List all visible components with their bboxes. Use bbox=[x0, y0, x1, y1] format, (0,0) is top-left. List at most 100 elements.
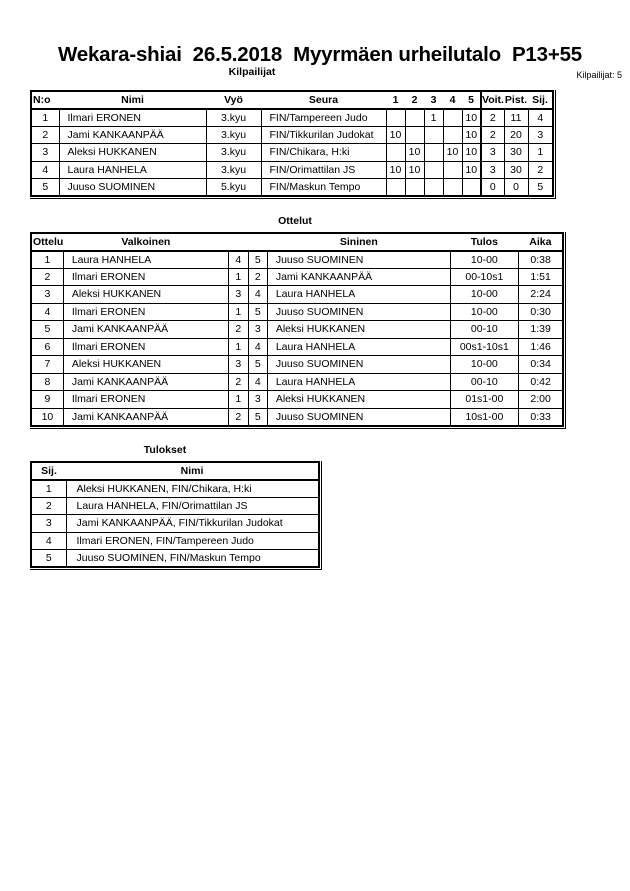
cell-points: 30 bbox=[503, 160, 529, 179]
table-row: 6 Ilmari ERONEN 1 4 Laura HANHELA 00s1-1… bbox=[30, 337, 564, 356]
cell-score-1 bbox=[385, 178, 406, 197]
cell-time: 0:34 bbox=[517, 355, 564, 374]
cell-rank: 1 bbox=[30, 479, 67, 498]
cell-rank: 2 bbox=[30, 496, 67, 515]
cell-belt: 3.kyu bbox=[205, 108, 262, 127]
cell-name: Juuso SUOMINEN bbox=[58, 178, 207, 197]
col-club: Seura bbox=[261, 91, 386, 110]
table-row: 5 Juuso SUOMINEN, FIN/Maskun Tempo bbox=[30, 549, 320, 568]
cell-score-4 bbox=[442, 108, 463, 127]
table-row: 7 Aleksi HUKKANEN 3 5 Juuso SUOMINEN 10-… bbox=[30, 355, 564, 374]
cell-result: 00-10 bbox=[449, 320, 519, 339]
table-row: 2 Ilmari ERONEN 1 2 Jami KANKAANPÄÄ 00-1… bbox=[30, 267, 564, 286]
cell-white: Ilmari ERONEN bbox=[62, 267, 229, 286]
cell-score-4 bbox=[442, 160, 463, 179]
cell-name: Ilmari ERONEN, FIN/Tampereen Judo bbox=[65, 531, 320, 550]
cell-time: 2:24 bbox=[517, 285, 564, 304]
cell-time: 0:42 bbox=[517, 372, 564, 391]
cell-result: 00-10s1 bbox=[449, 267, 519, 286]
col-blue-no bbox=[248, 233, 268, 252]
cell-name: Aleksi HUKKANEN bbox=[58, 143, 207, 162]
cell-belt: 5.kyu bbox=[205, 178, 262, 197]
cell-white-no: 1 bbox=[227, 302, 249, 321]
cell-white-no: 1 bbox=[227, 390, 249, 409]
cell-score-3 bbox=[423, 178, 444, 197]
col-rank: Sij. bbox=[528, 91, 553, 110]
cell-score-4 bbox=[442, 178, 463, 197]
cell-blue: Aleksi HUKKANEN bbox=[266, 320, 451, 339]
col-wins: Voit. bbox=[480, 91, 504, 110]
cell-score-4: 10 bbox=[442, 143, 463, 162]
col-opp-1: 1 bbox=[386, 91, 405, 110]
cell-white-no: 3 bbox=[227, 285, 249, 304]
table-row: 9 Ilmari ERONEN 1 3 Aleksi HUKKANEN 01s1… bbox=[30, 390, 564, 409]
cell-score-3: 1 bbox=[423, 108, 444, 127]
cell-club: FIN/Chikara, H:ki bbox=[260, 143, 387, 162]
cell-rank: 4 bbox=[30, 531, 67, 550]
table-row: 3 Aleksi HUKKANEN 3.kyu FIN/Chikara, H:k… bbox=[30, 143, 554, 162]
table-row: 1 Ilmari ERONEN 3.kyu FIN/Tampereen Judo… bbox=[30, 108, 554, 127]
col-blue: Sininen bbox=[267, 233, 451, 252]
cell-white-no: 1 bbox=[227, 267, 249, 286]
cell-white: Jami KANKAANPÄÄ bbox=[62, 407, 229, 426]
table-row: 1 Aleksi HUKKANEN, FIN/Chikara, H:ki bbox=[30, 479, 320, 498]
cell-blue: Laura HANHELA bbox=[266, 285, 451, 304]
cell-time: 2:00 bbox=[517, 390, 564, 409]
results-header-row: Sij. Nimi bbox=[31, 462, 319, 481]
cell-name: Laura HANHELA, FIN/Orimattilan JS bbox=[65, 496, 320, 515]
cell-match-no: 8 bbox=[30, 372, 64, 391]
cell-result: 00-10 bbox=[449, 372, 519, 391]
cell-white: Jami KANKAANPÄÄ bbox=[62, 320, 229, 339]
cell-time: 0:33 bbox=[517, 407, 564, 426]
col-name: Nimi bbox=[66, 462, 319, 481]
cell-blue-no: 5 bbox=[247, 407, 268, 426]
cell-points: 20 bbox=[503, 125, 529, 144]
cell-club: FIN/Tampereen Judo bbox=[260, 108, 387, 127]
matches-table-wrapper: Ottelu Valkoinen Sininen Tulos Aika 1 La… bbox=[30, 232, 567, 429]
cell-score-2: 10 bbox=[404, 143, 425, 162]
table-row: 4 Ilmari ERONEN 1 5 Juuso SUOMINEN 10-00… bbox=[30, 302, 564, 321]
cell-blue: Juuso SUOMINEN bbox=[266, 407, 451, 426]
col-opp-2: 2 bbox=[405, 91, 424, 110]
competitors-header-row: N:o Nimi Vyö Seura 1 2 3 4 5 Voit. Pist.… bbox=[31, 91, 553, 110]
cell-name: Jami KANKAANPÄÄ bbox=[58, 125, 207, 144]
cell-no: 2 bbox=[30, 125, 60, 144]
cell-match-no: 5 bbox=[30, 320, 64, 339]
cell-white: Jami KANKAANPÄÄ bbox=[62, 372, 229, 391]
col-white: Valkoinen bbox=[63, 233, 229, 252]
cell-points: 11 bbox=[503, 108, 529, 127]
cell-result: 10-00 bbox=[449, 250, 519, 269]
cell-white: Ilmari ERONEN bbox=[62, 302, 229, 321]
col-opp-4: 4 bbox=[443, 91, 462, 110]
cell-blue-no: 5 bbox=[247, 302, 268, 321]
cell-time: 1:39 bbox=[517, 320, 564, 339]
col-rank: Sij. bbox=[31, 462, 66, 481]
cell-blue-no: 5 bbox=[247, 250, 268, 269]
cell-white: Ilmari ERONEN bbox=[62, 390, 229, 409]
cell-blue-no: 5 bbox=[247, 355, 268, 374]
cell-match-no: 1 bbox=[30, 250, 64, 269]
cell-rank: 3 bbox=[30, 514, 67, 533]
col-no: N:o bbox=[31, 91, 59, 110]
cell-match-no: 2 bbox=[30, 267, 64, 286]
col-result: Tulos bbox=[450, 233, 519, 252]
cell-time: 0:38 bbox=[517, 250, 564, 269]
cell-score-2 bbox=[404, 108, 425, 127]
cell-result: 10-00 bbox=[449, 355, 519, 374]
cell-blue-no: 2 bbox=[247, 267, 268, 286]
cell-white: Aleksi HUKKANEN bbox=[62, 285, 229, 304]
cell-wins: 2 bbox=[480, 125, 505, 144]
cell-score-1 bbox=[385, 143, 406, 162]
cell-time: 1:51 bbox=[517, 267, 564, 286]
table-row: 4 Ilmari ERONEN, FIN/Tampereen Judo bbox=[30, 531, 320, 550]
cell-wins: 0 bbox=[480, 178, 505, 197]
cell-name: Ilmari ERONEN bbox=[58, 108, 207, 127]
col-time: Aika bbox=[518, 233, 564, 252]
cell-name: Laura HANHELA bbox=[58, 160, 207, 179]
cell-blue-no: 3 bbox=[247, 390, 268, 409]
col-opp-5: 5 bbox=[462, 91, 481, 110]
cell-score-1 bbox=[385, 108, 406, 127]
cell-name: Juuso SUOMINEN, FIN/Maskun Tempo bbox=[65, 549, 320, 568]
cell-white-no: 4 bbox=[227, 250, 249, 269]
cell-score-5 bbox=[461, 178, 482, 197]
